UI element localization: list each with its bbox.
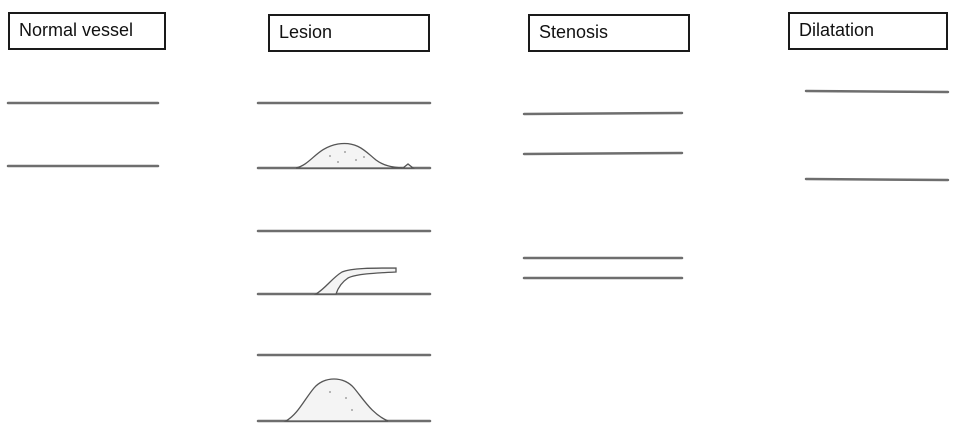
- lesion-3-speck: [329, 391, 331, 393]
- stenosis-text: Stenosis: [539, 22, 609, 42]
- dilatation-text: Dilatation: [799, 20, 875, 40]
- lesion-3-plaque: [283, 378, 389, 422]
- normal-vessel-label: Normal vessel: [8, 12, 166, 50]
- lesion-vessel-3: [256, 353, 432, 423]
- dilatation-label: Dilatation: [788, 12, 948, 50]
- lesion-vessel-1: [256, 101, 432, 170]
- normal-vessel: [6, 101, 160, 168]
- stenosis-label: Stenosis: [528, 14, 690, 52]
- lesion-1-speck: [355, 159, 357, 161]
- lesion-1-plaque-fragment: [401, 163, 415, 169]
- lesion-vessel-2: [256, 229, 432, 296]
- stenosis-1-lower-wall: [522, 151, 684, 156]
- stenosis-vessel-2: [522, 256, 684, 280]
- lesion-1-speck: [363, 156, 365, 158]
- lesion-1-plaque: [295, 142, 403, 169]
- dilatation-upper-wall: [804, 89, 950, 94]
- lesion-3-speck: [351, 409, 353, 411]
- lesion-label: Lesion: [268, 14, 430, 52]
- stenosis-vessel-1: [522, 111, 684, 156]
- stenosis-1-upper-wall: [522, 111, 684, 116]
- dilatation-lower-wall: [804, 177, 950, 182]
- normal-vessel-text: Normal vessel: [19, 20, 134, 40]
- lesion-1-speck: [344, 151, 346, 153]
- lesion-text: Lesion: [279, 22, 333, 42]
- lesion-2-flap: [313, 267, 397, 295]
- lesion-3-speck: [345, 397, 347, 399]
- lesion-1-speck: [329, 155, 331, 157]
- dilatation-vessel: [804, 89, 950, 182]
- lesion-1-speck: [337, 161, 339, 163]
